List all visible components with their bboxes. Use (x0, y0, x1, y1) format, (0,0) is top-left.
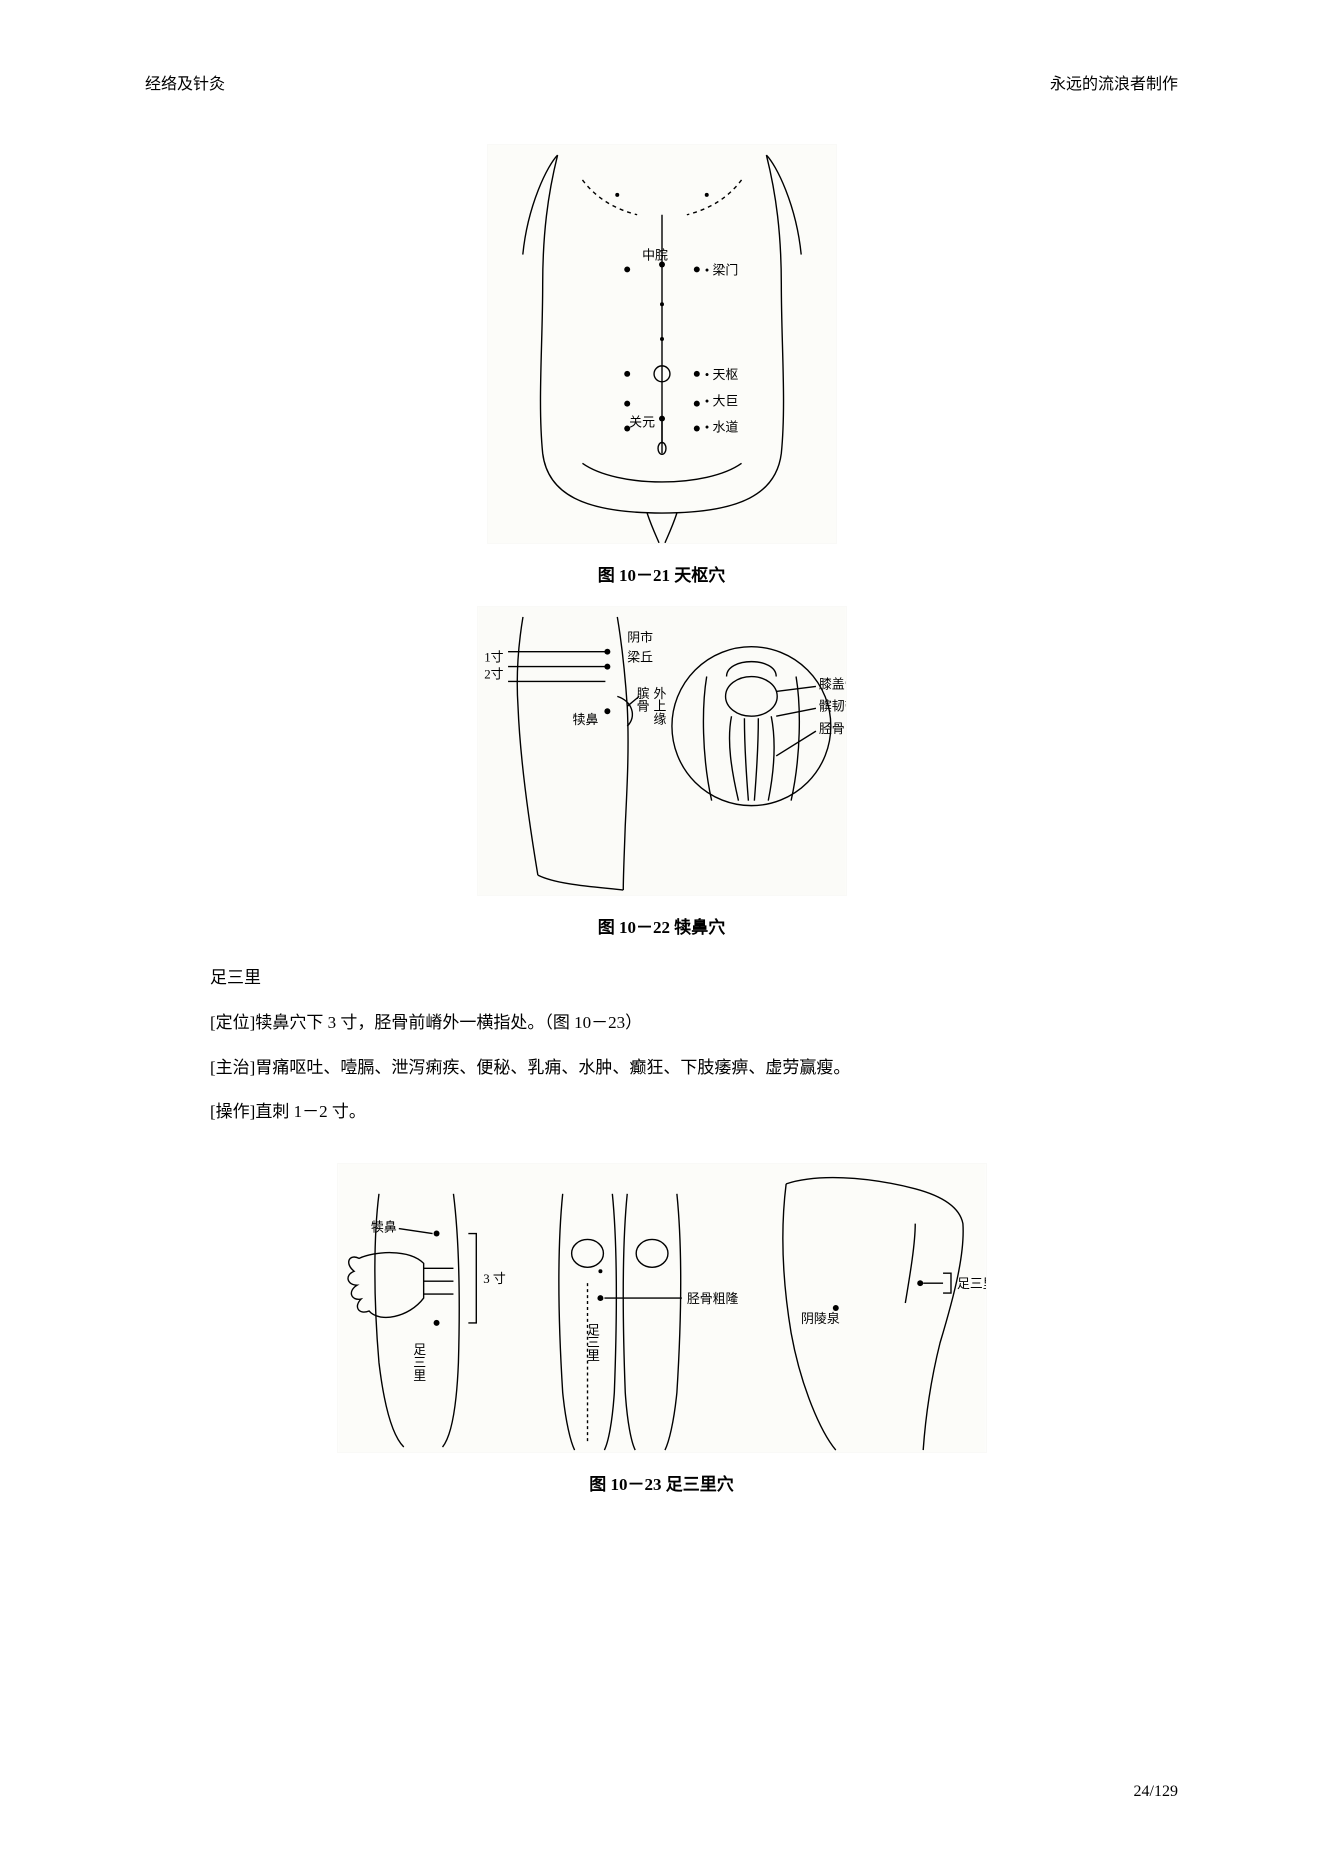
label-shuidao: • 水道 (704, 419, 738, 434)
label-cun2: 2寸 (484, 667, 503, 682)
label-xigai: 膝盖骨 (818, 676, 846, 691)
label-zusanli-1: 足三里 (411, 1343, 426, 1382)
label-waishang: 外上缘 (651, 686, 666, 725)
label-dubi-2: 犊鼻 (371, 1220, 397, 1235)
figure-21-caption: 图 10－21 天枢穴 (145, 561, 1178, 586)
label-binren: 髌韧带 (818, 698, 846, 713)
label-bingu: 膑骨 (634, 686, 649, 713)
label-zusanli-3: 足三里 (956, 1276, 986, 1291)
section-indication: [主治]胃痛呕吐、噎膈、泄泻痢疾、便秘、乳痈、水肿、癫狂、下肢痿痹、虚劳赢瘦。 (210, 1048, 1148, 1089)
page-number: 24/129 (1134, 1783, 1178, 1801)
page-header: 经络及针灸 永远的流浪者制作 (145, 70, 1178, 94)
label-cun1: 1寸 (484, 650, 503, 665)
label-jinggu: 胫骨 (818, 721, 844, 736)
section-title: 足三里 (210, 958, 1148, 999)
figure-23-caption: 图 10－23 足三里穴 (145, 1470, 1178, 1495)
label-yinshi: 阴市 (627, 630, 653, 645)
label-zusanli-2: 足三里 (584, 1323, 599, 1362)
label-liangqiu: 梁丘 (627, 650, 653, 665)
figure-22: 1寸 2寸 阴市 梁丘 犊鼻 膑骨 外上缘 (145, 606, 1178, 938)
figure-21: 中脘 • 梁门 • 天枢 • 大巨 • 水道 关元 图 10－21 天枢穴 (145, 144, 1178, 586)
label-tianshu: • 天枢 (704, 367, 738, 382)
header-right: 永远的流浪者制作 (1050, 70, 1178, 94)
label-daju: • 大巨 (704, 394, 738, 409)
figure-23-svg: 犊鼻 3 寸 足三里 足三里 胫骨粗隆 (337, 1163, 987, 1453)
label-jinggu-culong: 胫骨粗隆 (686, 1291, 738, 1306)
figure-22-caption: 图 10－22 犊鼻穴 (145, 913, 1178, 938)
figure-21-svg: 中脘 • 梁门 • 天枢 • 大巨 • 水道 关元 (487, 144, 837, 544)
section-operation: [操作]直刺 1－2 寸。 (210, 1092, 1148, 1133)
section-location: [定位]犊鼻穴下 3 寸，胫骨前嵴外一横指处。（图 10－23） (210, 1003, 1148, 1044)
label-cun3: 3 寸 (483, 1271, 506, 1286)
label-guanyuan: 关元 (629, 415, 655, 430)
header-left: 经络及针灸 (145, 70, 225, 94)
label-yinlingquan: 阴陵泉 (801, 1311, 840, 1326)
figure-23: 犊鼻 3 寸 足三里 足三里 胫骨粗隆 (145, 1163, 1178, 1495)
label-zhongwan: 中脘 (642, 247, 668, 262)
figure-22-svg: 1寸 2寸 阴市 梁丘 犊鼻 膑骨 外上缘 (477, 606, 847, 896)
label-liangmen: • 梁门 (704, 262, 738, 277)
label-dubi: 犊鼻 (572, 712, 598, 727)
